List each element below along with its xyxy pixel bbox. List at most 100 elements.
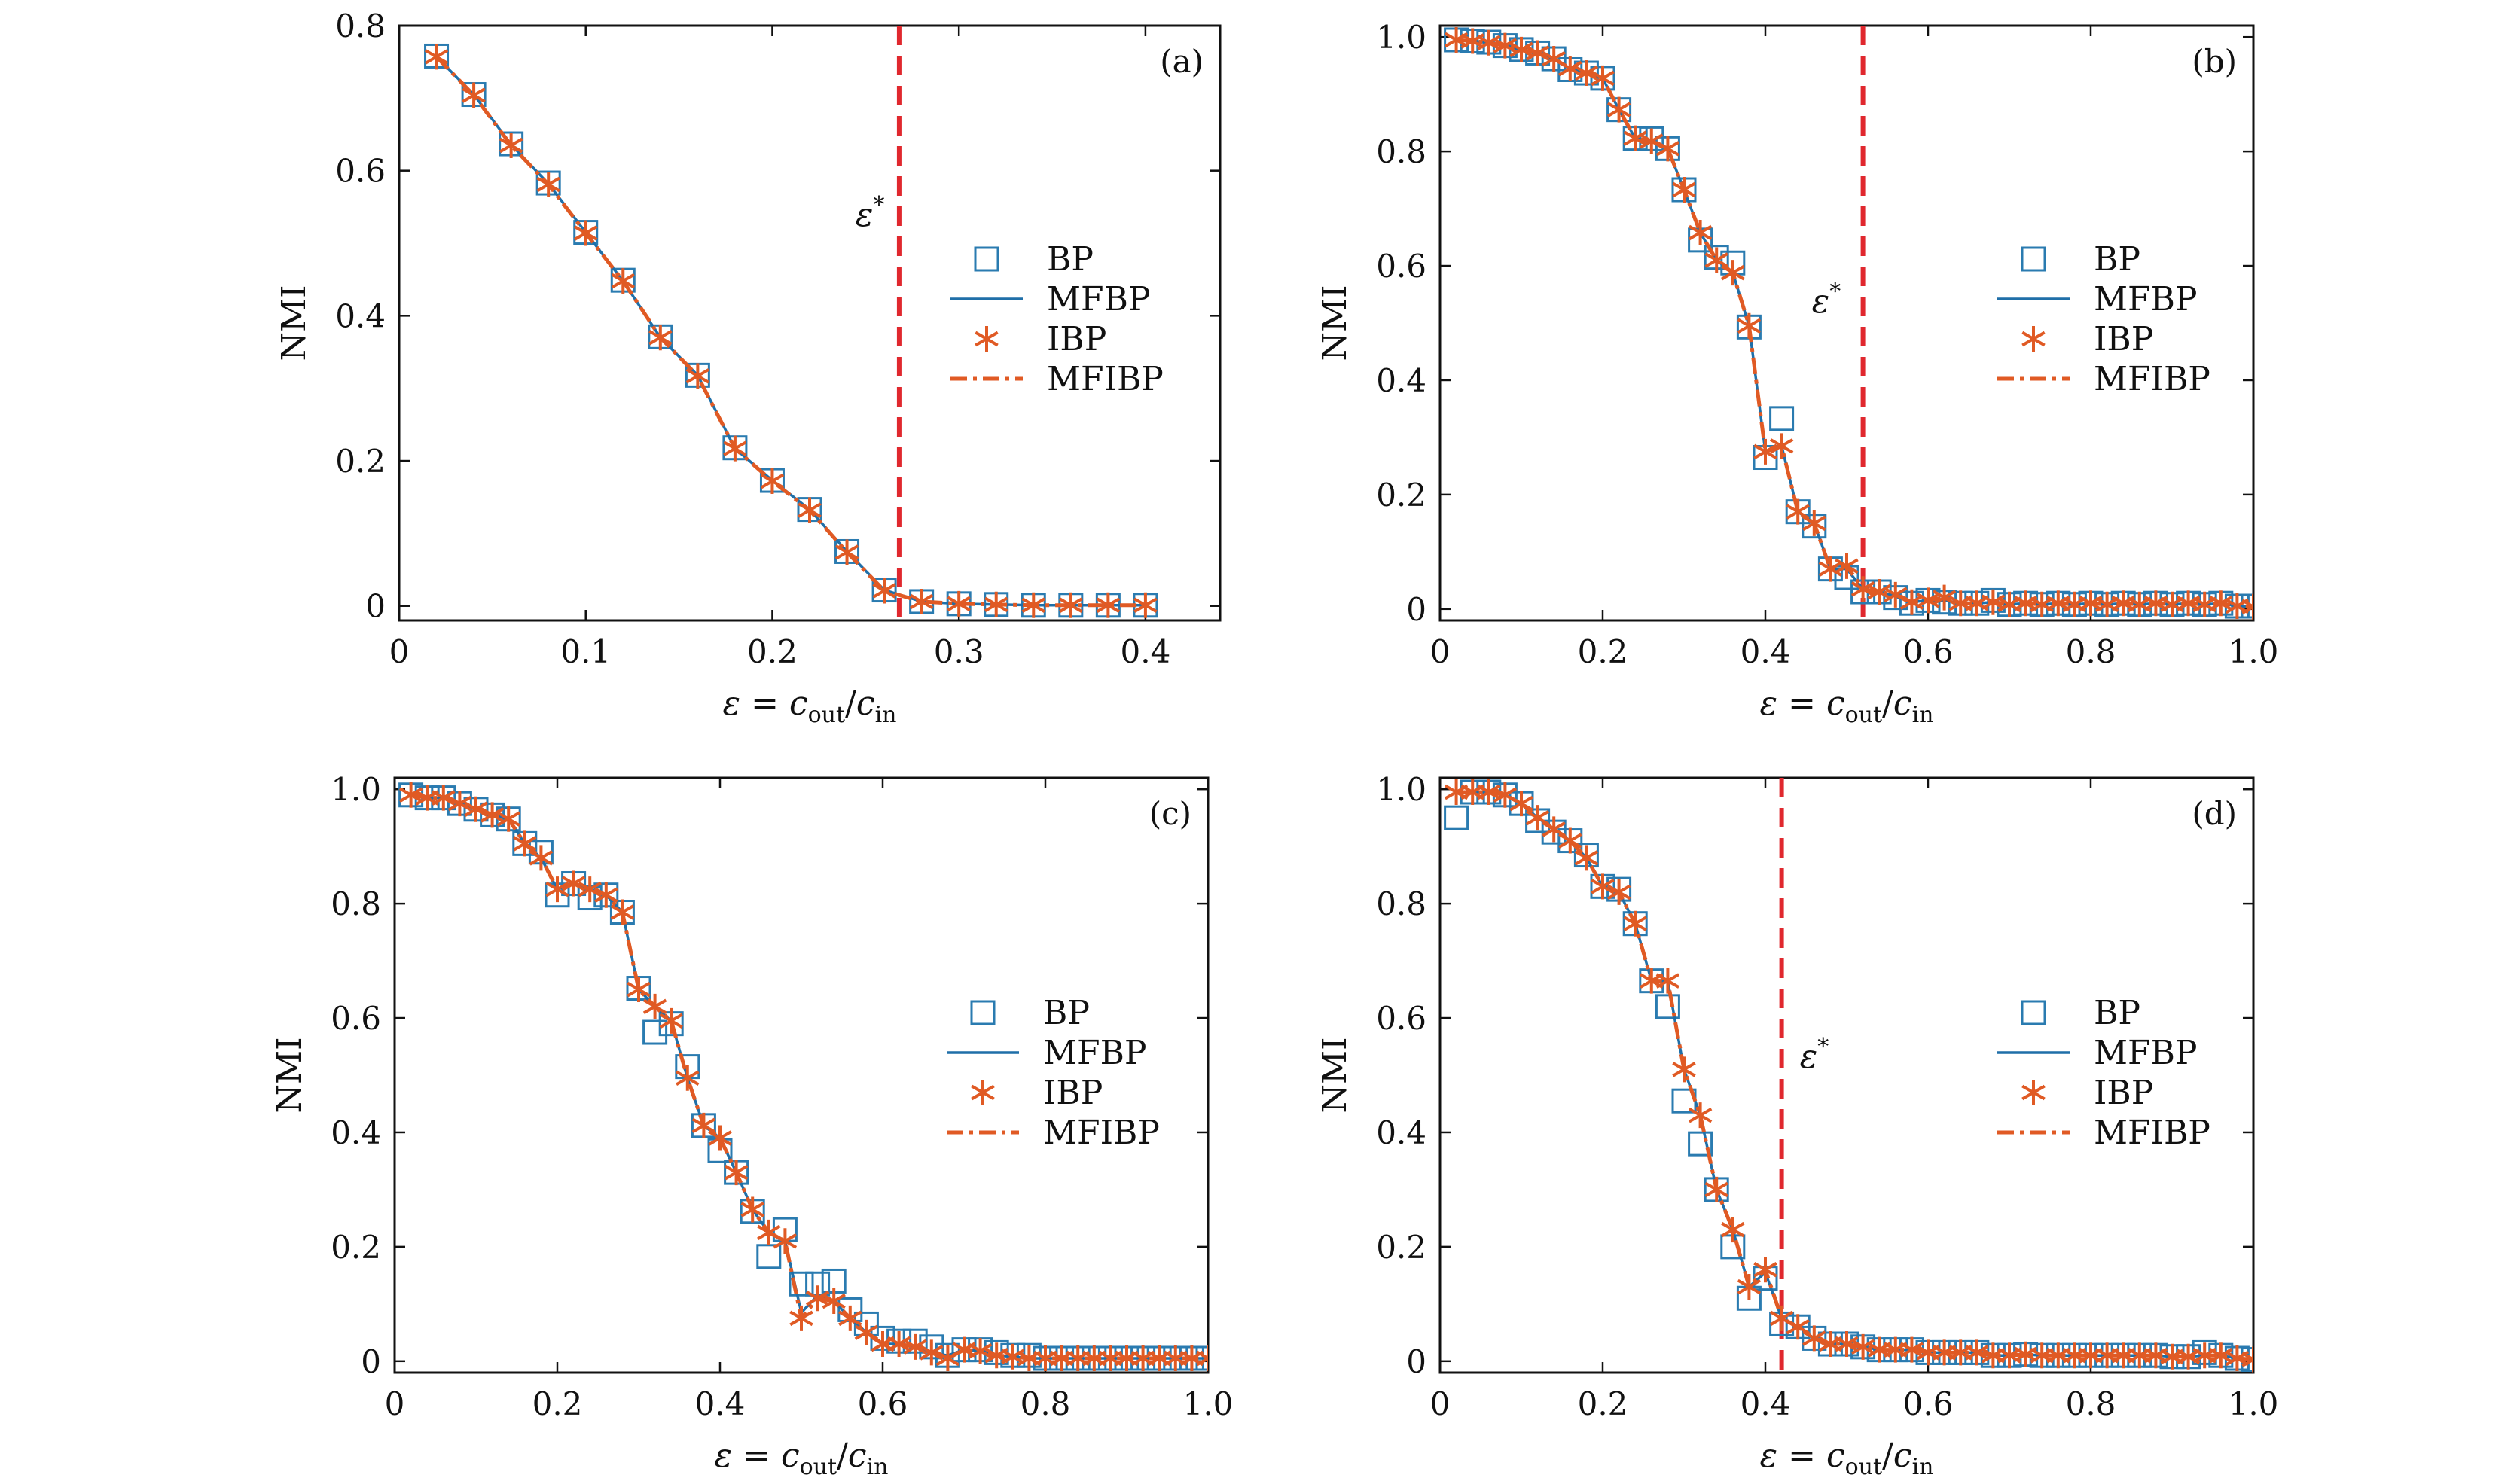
ibp-point <box>611 268 635 294</box>
ibp-point <box>1850 1333 1875 1360</box>
ibp-point <box>1591 873 1615 900</box>
y-tick-label: 0.6 <box>331 1000 381 1037</box>
ibp-point <box>432 785 456 811</box>
ibp-point <box>1704 247 1728 273</box>
ibp-point <box>496 806 520 832</box>
ibp-point <box>685 363 710 389</box>
ibp-point <box>499 132 523 158</box>
x-axis-label: ε = cout/cin <box>1760 1437 1934 1475</box>
plot-area <box>1444 26 2253 620</box>
ibp-point <box>760 468 785 495</box>
ibp-point <box>838 1305 862 1331</box>
panel-label: (b) <box>2192 43 2237 80</box>
y-tick-label: 1.0 <box>1376 771 1426 808</box>
ibp-point <box>642 993 667 1019</box>
x-tick-label: 0 <box>385 1385 405 1422</box>
ibp-point <box>462 82 486 108</box>
x-tick-label: 0.2 <box>1578 633 1628 670</box>
x-tick-label: 0.6 <box>1903 1385 1954 1422</box>
legend-label: MFBP <box>2094 280 2198 318</box>
ibp-point <box>2209 590 2233 617</box>
y-tick-label: 0.6 <box>1376 248 1426 285</box>
y-tick-label: 0.4 <box>335 297 386 334</box>
x-tick-label: 1.0 <box>2229 633 2279 670</box>
y-axis-label: NMI <box>270 1038 309 1114</box>
y-tick-label: 0.8 <box>335 8 386 44</box>
ibp-point <box>1753 1257 1777 1283</box>
ibp-point <box>1574 845 1599 871</box>
y-tick-label: 0.8 <box>1376 133 1426 170</box>
y-tick-label: 0 <box>1406 1343 1426 1380</box>
mfbp-line <box>435 56 1146 607</box>
x-tick-label: 0.4 <box>1741 633 1791 670</box>
ibp-point <box>909 588 934 614</box>
y-tick-label: 0.2 <box>331 1229 381 1266</box>
ibp-point <box>1737 1274 1762 1300</box>
y-axis-label: NMI <box>1316 285 1354 361</box>
legend-label: MFIBP <box>1047 360 1164 398</box>
ibp-point <box>805 1285 830 1312</box>
legend-label: MFIBP <box>2094 1114 2210 1152</box>
ibp-point <box>740 1196 764 1223</box>
ibp-point <box>561 870 586 897</box>
x-tick-label: 0.2 <box>1578 1385 1628 1422</box>
ibp-point <box>1574 60 1599 87</box>
y-axis-label: NMI <box>1316 1038 1354 1114</box>
ibp-point <box>1965 1339 1989 1366</box>
ibp-point <box>872 578 896 604</box>
ibp-point <box>723 435 747 462</box>
x-axis-label: ε = cout/cin <box>1760 684 1934 728</box>
bp-point <box>1444 805 1469 830</box>
ibp-point <box>822 1288 846 1315</box>
ibp-point <box>1493 32 1518 59</box>
x-tick-label: 0.6 <box>858 1385 908 1422</box>
threshold-label: ε* <box>856 192 885 234</box>
y-tick-label: 0.2 <box>1376 1229 1426 1266</box>
ibp-point <box>1835 553 1859 579</box>
ibp-point <box>447 791 472 817</box>
ibp-point <box>798 497 822 523</box>
plot-frame <box>398 24 1222 622</box>
chart-panel-d: 0 0.2 0.4 0.6 0.8 1.0 0 0.2 0.4 0.6 0.8 1.0 ε = cout… <box>1316 771 2278 1475</box>
legend-label: BP <box>1047 240 1094 279</box>
legend-label: IBP <box>2094 1074 2153 1112</box>
bp-point <box>1688 1131 1713 1157</box>
legend-label: BP <box>1043 994 1090 1032</box>
y-tick-label: 0.6 <box>335 153 386 190</box>
ibp-point <box>1623 910 1647 937</box>
ibp-point <box>659 1007 683 1034</box>
ibp-point <box>947 590 971 617</box>
ibp-point <box>1021 592 1045 618</box>
x-tick-label: 0 <box>389 633 410 670</box>
y-tick-label: 0 <box>365 588 386 625</box>
y-tick-label: 0.4 <box>331 1114 381 1151</box>
ibp-point <box>1884 581 1908 608</box>
y-tick-label: 0 <box>1406 591 1426 628</box>
ibp-point <box>984 591 1008 617</box>
x-tick-label: 1.0 <box>2229 1385 2279 1422</box>
ibp-point <box>789 1305 813 1331</box>
ibp-point <box>1721 260 1745 286</box>
ibp-point <box>1916 587 1940 614</box>
x-tick-label: 0.4 <box>695 1385 746 1422</box>
ibp-point <box>1672 1056 1696 1083</box>
legend-label: IBP <box>1047 320 1106 358</box>
ibp-point <box>886 1331 911 1358</box>
ibp-point <box>1721 1217 1745 1243</box>
legend-label: BP <box>2094 240 2140 279</box>
ibp-point <box>513 830 537 857</box>
y-tick-label: 1.0 <box>1376 19 1426 56</box>
ibp-point <box>1688 219 1713 245</box>
x-tick-label: 0.2 <box>747 633 798 670</box>
x-tick-label: 0.4 <box>1741 1385 1791 1422</box>
ibp-point <box>1623 125 1647 151</box>
ibp-point <box>1558 55 1582 81</box>
ibp-point <box>1477 779 1501 805</box>
ibp-point <box>1640 128 1664 154</box>
ibp-point <box>574 220 598 246</box>
legend-key-bp <box>974 246 999 272</box>
plot-frame <box>1438 776 2255 1374</box>
ibp-point <box>1133 592 1158 618</box>
